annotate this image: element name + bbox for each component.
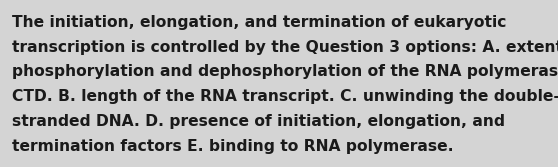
Text: The initiation, elongation, and termination of eukaryotic: The initiation, elongation, and terminat… bbox=[12, 15, 507, 30]
Text: CTD. B. length of the RNA transcript. C. unwinding the double-: CTD. B. length of the RNA transcript. C.… bbox=[12, 89, 558, 104]
Text: phosphorylation and dephosphorylation of the RNA polymerase: phosphorylation and dephosphorylation of… bbox=[12, 64, 558, 79]
Text: transcription is controlled by the Question 3 options: A. extent of: transcription is controlled by the Quest… bbox=[12, 40, 558, 55]
Text: termination factors E. binding to RNA polymerase.: termination factors E. binding to RNA po… bbox=[12, 139, 454, 154]
Text: stranded DNA. D. presence of initiation, elongation, and: stranded DNA. D. presence of initiation,… bbox=[12, 114, 506, 129]
